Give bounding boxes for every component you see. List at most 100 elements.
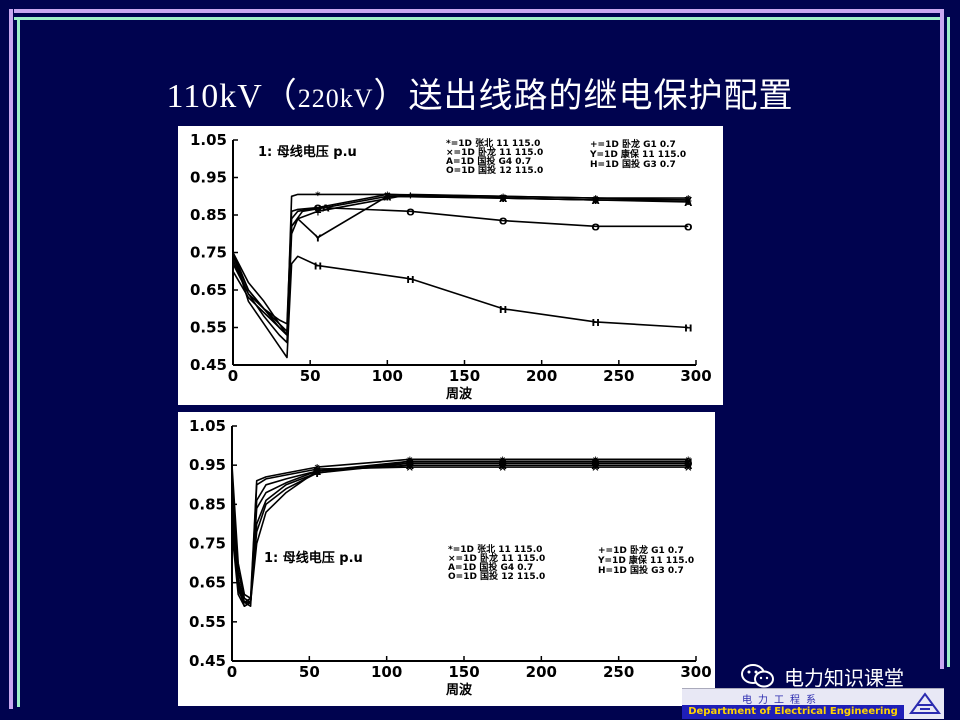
series-point-marker: Y [313, 234, 322, 245]
x-tick-label: 100 [372, 367, 403, 385]
legend-entry: A=1D 国投 G4 0.7 [448, 561, 533, 573]
series-point-marker: A [684, 198, 692, 209]
department-logo: 电力工程系 Department of Electrical Engineeri… [682, 688, 944, 719]
y-tick-label: 1.05 [189, 417, 226, 435]
series-point-marker: H [684, 457, 692, 468]
legend-entry: ×=1D 卧龙 11 115.0 [448, 552, 545, 564]
series-point-marker: O [684, 459, 693, 470]
legend-entry: A=1D 国投 G4 0.7 [446, 155, 531, 167]
series-point-marker: + [684, 459, 692, 470]
y-tick-label: 0.45 [189, 652, 226, 670]
series-point-marker: × [591, 196, 599, 207]
series-point-marker: + [684, 196, 692, 207]
series-point-marker: H [591, 457, 599, 468]
series-line [231, 464, 689, 607]
x-tick-label: 0 [228, 367, 238, 385]
series-point-marker: A [684, 461, 692, 472]
x-tick-label: 250 [603, 663, 634, 681]
series-point-marker: A [322, 204, 330, 215]
series-point-marker: Y [383, 192, 392, 203]
series-point-marker: × [684, 463, 692, 474]
series-point-marker: A [383, 192, 391, 203]
y-tick-label: 0.95 [190, 169, 227, 187]
series-point-marker: Y [591, 196, 600, 207]
y-tick-label: 0.75 [190, 244, 227, 262]
series-point-marker: O [499, 217, 508, 228]
bus-voltage-chart-2: 1: 母线电压 p.u *=1D 张北 11 115.0 ×=1D 卧龙 11 … [189, 417, 712, 698]
legend-entry: Y=1D 康保 11 115.0 [597, 554, 694, 566]
series-point-marker: H [591, 318, 599, 329]
chart-annotation: 1: 母线电压 p.u [258, 144, 357, 160]
series-point-marker: Y [498, 194, 507, 205]
y-tick-label: 0.95 [189, 456, 226, 474]
series-point-marker: O [591, 459, 600, 470]
series-point-marker: A [592, 196, 600, 207]
legend-entry: H=1D 国投 G3 0.7 [598, 564, 684, 576]
series-point-marker: Y [312, 469, 321, 480]
legend-entry: +=1D 卧龙 G1 0.7 [590, 138, 676, 150]
frame-right-green [947, 17, 950, 667]
x-tick-label: 300 [680, 367, 711, 385]
wechat-icon [741, 664, 774, 688]
x-tick-label: 100 [371, 663, 402, 681]
frame-top-green [14, 17, 944, 20]
series-point-marker: H [684, 324, 692, 335]
series-point-marker: O [498, 459, 507, 470]
series-point-marker: O [406, 207, 415, 218]
legend-right: +=1D 卧龙 G1 0.7 Y=1D 康保 11 115.0 H=1D 国投 … [597, 544, 694, 576]
x-tick-label: 250 [603, 367, 634, 385]
series-line [231, 462, 689, 607]
series-point-marker: × [498, 463, 506, 474]
y-tick-label: 0.75 [189, 535, 226, 553]
chart-panel-1: 1: 母线电压 p.u *=1D 张北 11 115.0 ×=1D 卧龙 11 … [178, 126, 723, 405]
series-point-marker: H [498, 457, 506, 468]
bus-voltage-chart-1: 1: 母线电压 p.u *=1D 张北 11 115.0 ×=1D 卧龙 11 … [190, 131, 712, 402]
title-part-a: 110kV（ [166, 78, 298, 115]
series-point-marker: Y [684, 196, 693, 207]
legend-entry: H=1D 国投 G3 0.7 [590, 158, 676, 170]
frame-top-violet [14, 9, 944, 13]
y-tick-label: 1.05 [190, 131, 227, 149]
y-tick-label: 0.55 [190, 319, 227, 337]
x-axis-label: 周波 [446, 682, 473, 698]
series-line [232, 193, 689, 336]
y-tick-label: 0.45 [190, 356, 227, 374]
legend-entry: O=1D 国投 12 115.0 [446, 164, 543, 176]
series-point-marker: A [406, 461, 414, 472]
series-point-marker: × [406, 463, 414, 474]
x-tick-label: 50 [299, 663, 320, 681]
series-line [232, 206, 689, 333]
y-tick-label: 0.65 [189, 574, 226, 592]
series-point-marker: + [591, 459, 599, 470]
series-point-marker: * [686, 455, 692, 466]
slide-title: 110kV（220kV）送出线路的继电保护配置 [0, 68, 960, 117]
series-line [232, 252, 689, 359]
series-point-marker: O [406, 459, 415, 470]
series-point-marker: + [406, 459, 414, 470]
series-point-marker: + [498, 459, 506, 470]
legend-entry: Y=1D 康保 11 115.0 [589, 148, 686, 160]
x-tick-label: 150 [448, 663, 479, 681]
chart-annotation: 1: 母线电压 p.u [264, 550, 363, 566]
series-point-marker: * [686, 194, 692, 205]
series-point-marker: Y [498, 457, 507, 468]
series-point-marker: A [592, 461, 600, 472]
legend-left: *=1D 张北 11 115.0 ×=1D 卧龙 11 115.0 A=1D 国… [446, 137, 543, 176]
series-point-marker: Y [405, 457, 414, 468]
y-tick-label: 0.65 [190, 281, 227, 299]
series-point-marker: O [314, 204, 323, 215]
series-point-marker: H [499, 305, 507, 316]
x-tick-label: 50 [300, 367, 321, 385]
series-line [231, 466, 689, 604]
legend-entry: ×=1D 卧龙 11 115.0 [446, 146, 543, 158]
title-part-voltage: 220kV [297, 84, 374, 113]
watermark: 电力知识课堂 [740, 662, 904, 690]
series-point-marker: O [684, 222, 693, 233]
frame-right-violet [940, 9, 944, 669]
series-line [231, 460, 689, 607]
department-name-cn: 电力工程系 [742, 695, 822, 706]
watermark-text: 电力知识课堂 [784, 665, 904, 690]
y-tick-label: 0.85 [189, 495, 226, 513]
department-name-en: Department of Electrical Engineering [682, 705, 904, 719]
x-axis-label: 周波 [446, 386, 473, 402]
